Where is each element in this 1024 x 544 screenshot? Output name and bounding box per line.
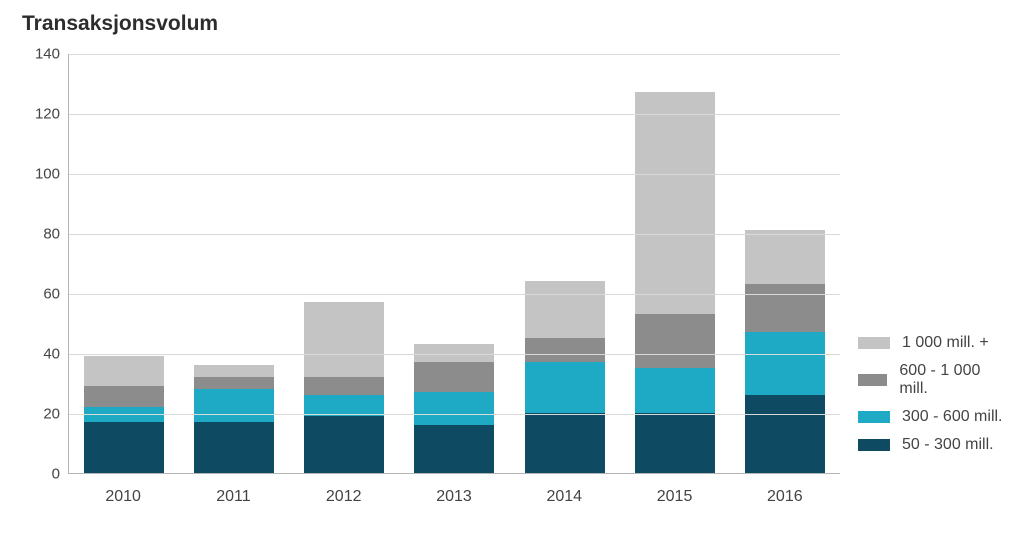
bar-segment-s600_1000	[84, 386, 164, 407]
bar-segment-s600_1000	[414, 362, 494, 392]
bar-2015	[635, 92, 715, 473]
x-axis: 2010 2011 2012 2013 2014 2015 2016	[68, 474, 840, 506]
gridline	[69, 354, 840, 355]
bar-segment-s50_300	[414, 425, 494, 473]
legend-item-s300_600: 300 - 600 mill.	[858, 408, 1004, 426]
bar-segment-s50_300	[304, 416, 384, 473]
chart-and-axis: 020406080100120140 201020112012201320142…	[20, 54, 840, 514]
gridline	[69, 294, 840, 295]
bar-segment-s600_1000	[304, 377, 384, 395]
legend-label: 600 - 1 000 mill.	[899, 362, 1004, 398]
bar-2016	[745, 230, 825, 473]
y-tick-label: 0	[52, 466, 60, 483]
bar-segment-s300_600	[194, 389, 274, 422]
x-tick-label: 2010	[83, 488, 163, 506]
bar-segment-s300_600	[414, 392, 494, 425]
x-tick-label: 2016	[745, 488, 825, 506]
legend-swatch	[858, 374, 887, 386]
legend-label: 50 - 300 mill.	[902, 436, 994, 454]
bar-segment-s1000_plus	[525, 281, 605, 338]
bar-segment-s50_300	[194, 422, 274, 473]
bar-segment-s1000_plus	[414, 344, 494, 362]
bar-segment-s300_600	[525, 362, 605, 413]
bar-segment-s600_1000	[194, 377, 274, 389]
bar-2011	[194, 365, 274, 473]
bar-segment-s1000_plus	[194, 365, 274, 377]
legend-swatch	[858, 439, 890, 451]
chart-container: 020406080100120140 201020112012201320142…	[20, 54, 1004, 514]
legend-swatch	[858, 411, 890, 423]
gridline	[69, 234, 840, 235]
plot-column: 2010 2011 2012 2013 2014 2015 2016	[68, 54, 840, 514]
y-tick-label: 20	[43, 406, 60, 423]
legend-item-s1000_plus: 1 000 mill. +	[858, 334, 1004, 352]
bars-group	[69, 54, 840, 473]
bar-segment-s600_1000	[745, 284, 825, 332]
bar-segment-s50_300	[84, 422, 164, 473]
legend-label: 1 000 mill. +	[902, 334, 989, 352]
bar-segment-s50_300	[745, 395, 825, 473]
x-tick-label: 2013	[414, 488, 494, 506]
bar-segment-s50_300	[525, 413, 605, 473]
bar-segment-s600_1000	[635, 314, 715, 368]
bar-segment-s300_600	[635, 368, 715, 413]
y-tick-label: 40	[43, 346, 60, 363]
y-tick-label: 100	[35, 166, 60, 183]
gridline	[69, 414, 840, 415]
legend: 1 000 mill. + 600 - 1 000 mill. 300 - 600 …	[840, 54, 1004, 514]
gridline	[69, 54, 840, 55]
bar-segment-s1000_plus	[635, 92, 715, 314]
legend-item-s50_300: 50 - 300 mill.	[858, 436, 1004, 454]
legend-item-s600_1000: 600 - 1 000 mill.	[858, 362, 1004, 398]
bar-segment-s50_300	[635, 413, 715, 473]
x-tick-label: 2012	[304, 488, 384, 506]
bar-2014	[525, 281, 605, 473]
gridline	[69, 114, 840, 115]
bar-segment-s300_600	[745, 332, 825, 395]
bar-2012	[304, 302, 384, 473]
gridline	[69, 174, 840, 175]
bar-segment-s600_1000	[525, 338, 605, 362]
x-tick-label: 2011	[193, 488, 273, 506]
y-tick-label: 140	[35, 46, 60, 63]
legend-swatch	[858, 337, 890, 349]
bar-segment-s1000_plus	[745, 230, 825, 284]
legend-label: 300 - 600 mill.	[902, 408, 1003, 426]
bar-segment-s1000_plus	[304, 302, 384, 377]
bar-segment-s1000_plus	[84, 356, 164, 386]
y-tick-label: 120	[35, 106, 60, 123]
y-tick-label: 60	[43, 286, 60, 303]
bar-2013	[414, 344, 494, 473]
plot-area	[68, 54, 840, 474]
bar-segment-s300_600	[304, 395, 384, 416]
y-tick-label: 80	[43, 226, 60, 243]
y-axis: 020406080100120140	[20, 54, 68, 474]
x-tick-label: 2015	[635, 488, 715, 506]
chart-title: Transaksjonsvolum	[22, 12, 1004, 36]
x-tick-label: 2014	[524, 488, 604, 506]
